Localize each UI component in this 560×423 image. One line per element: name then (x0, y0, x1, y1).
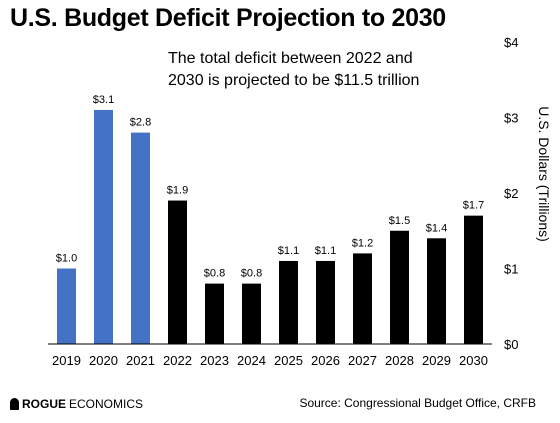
bar-2029 (427, 238, 446, 344)
bar-2025 (279, 260, 298, 344)
x-tick-label: 2019 (52, 353, 81, 368)
bar-2028 (390, 230, 409, 344)
bar-value-label: $2.8 (130, 117, 151, 129)
x-tick-label: 2020 (89, 353, 118, 368)
bar-value-label: $1.0 (56, 253, 77, 265)
bar-value-label: $1.1 (315, 245, 336, 257)
x-tick-label: 2029 (422, 353, 451, 368)
x-tick-label: 2026 (311, 353, 340, 368)
bar-2020 (94, 109, 113, 344)
y-tick-label: $0 (504, 337, 518, 352)
logo-rogue-text: ROGUE (22, 397, 67, 411)
x-tick-label: 2021 (126, 353, 155, 368)
bar-2023 (205, 283, 224, 344)
rogue-economics-logo: ROGUE ECONOMICS (10, 397, 143, 411)
y-tick-label: $4 (504, 35, 518, 50)
bar-2021 (131, 132, 150, 344)
bar-value-label: $1.4 (426, 222, 447, 234)
annotation-line: The total deficit between 2022 and (168, 50, 413, 67)
bar-value-label: $0.8 (241, 268, 262, 280)
bar-value-label: $1.7 (463, 200, 484, 212)
bar-2024 (242, 283, 261, 344)
bar-2030 (464, 215, 483, 344)
bar-2019 (57, 268, 76, 344)
x-tick-label: 2027 (348, 353, 377, 368)
bar-value-label: $1.9 (167, 185, 188, 197)
x-tick-label: 2028 (385, 353, 414, 368)
chart-title: U.S. Budget Deficit Projection to 2030 (10, 4, 446, 32)
source-note: Source: Congressional Budget Office, CRF… (299, 396, 536, 410)
bar-value-label: $0.8 (204, 268, 225, 280)
bar-value-label: $1.2 (352, 237, 373, 249)
x-tick-label: 2023 (200, 353, 229, 368)
logo-icon (10, 398, 19, 410)
y-axis-label: U.S. Dollars (Trillions) (536, 106, 552, 242)
x-tick-label: 2025 (274, 353, 303, 368)
bar-value-label: $1.5 (389, 215, 410, 227)
y-tick-label: $2 (504, 186, 518, 201)
bar-value-label: $3.1 (93, 94, 114, 106)
bar-value-label: $1.1 (278, 245, 299, 257)
logo-economics-text: ECONOMICS (69, 397, 144, 411)
bar-2027 (353, 253, 372, 344)
annotation-line: 2030 is projected to be $11.5 trillion (168, 72, 419, 89)
y-tick-label: $3 (504, 111, 518, 126)
x-tick-label: 2022 (163, 353, 192, 368)
x-tick-label: 2030 (459, 353, 488, 368)
y-tick-label: $1 (504, 262, 518, 277)
bar-2026 (316, 260, 335, 344)
bar-2022 (168, 200, 187, 344)
x-tick-label: 2024 (237, 353, 266, 368)
